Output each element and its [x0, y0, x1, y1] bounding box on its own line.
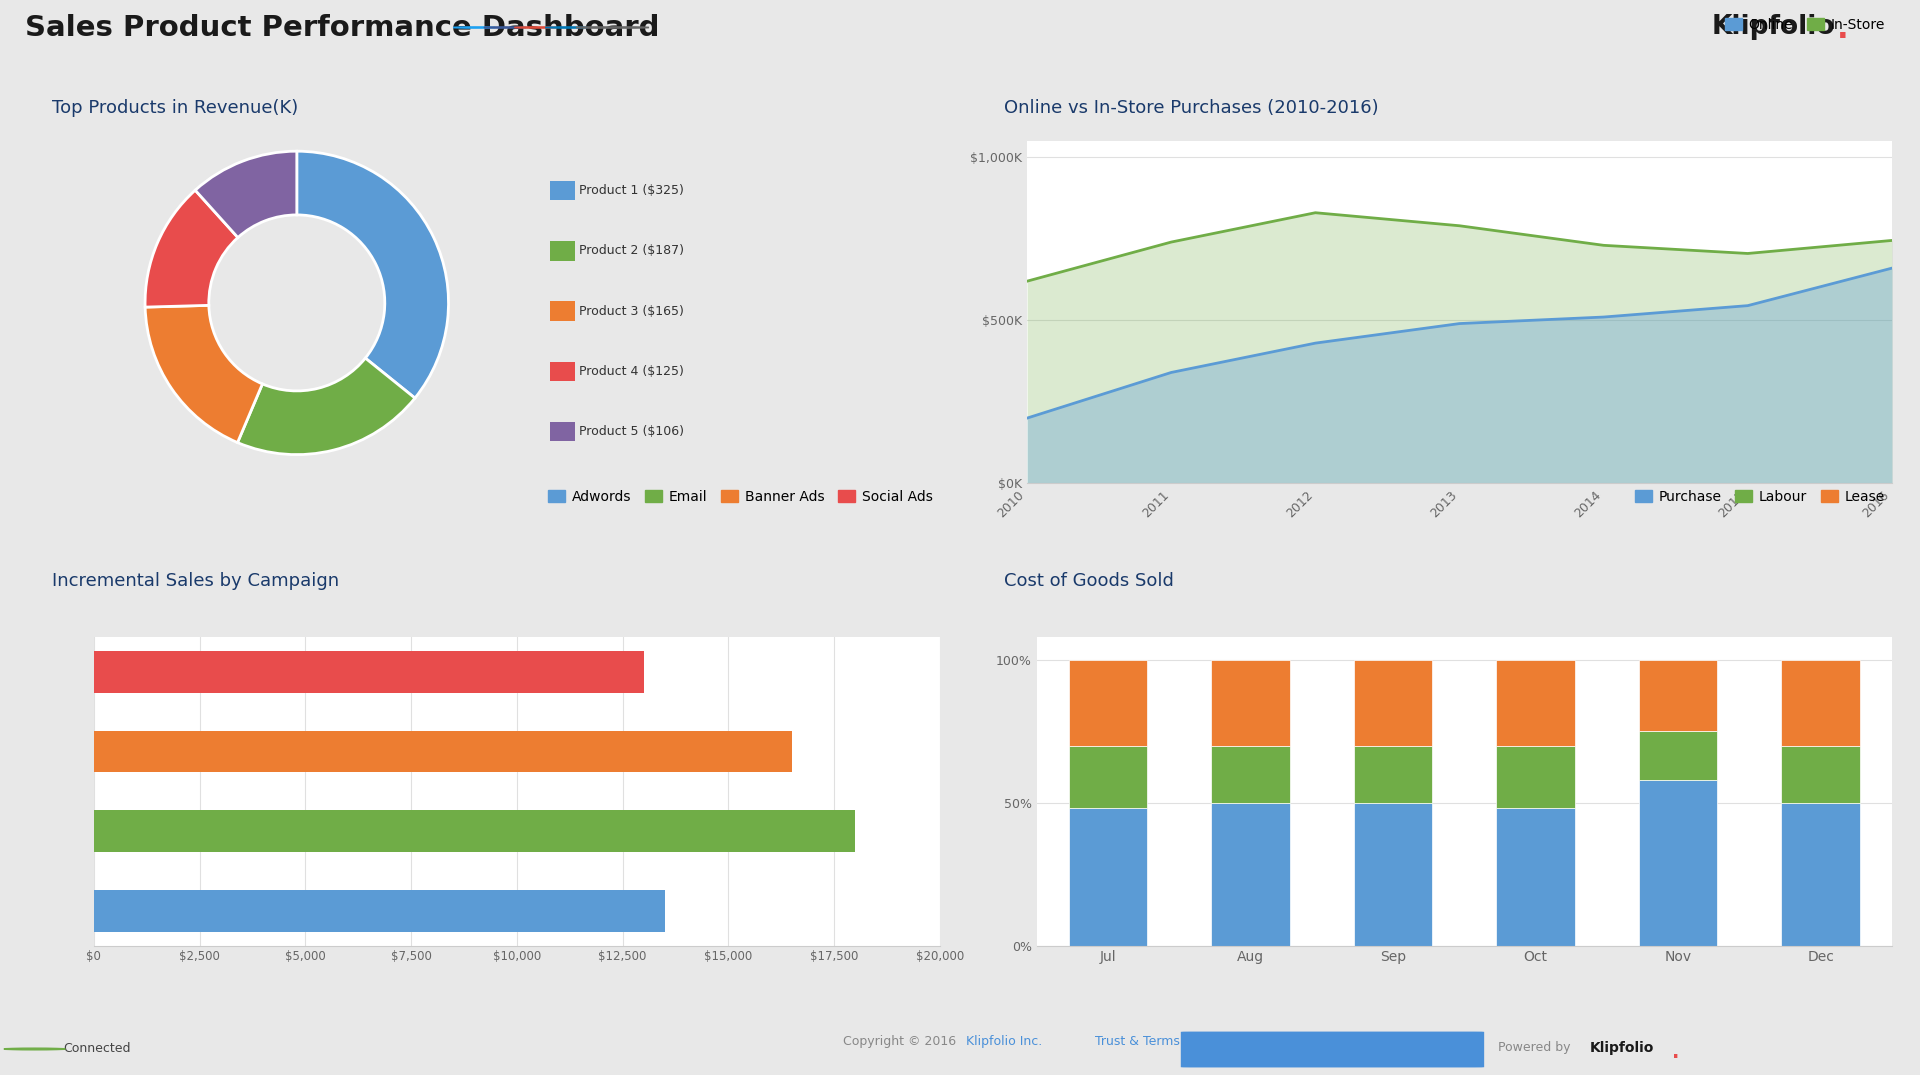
Bar: [1069, 660, 1146, 746]
Bar: [1640, 779, 1716, 946]
Bar: [1496, 660, 1574, 746]
Text: Connected: Connected: [63, 1043, 131, 1056]
Wedge shape: [298, 152, 449, 398]
Text: Product 5 ($106): Product 5 ($106): [578, 425, 684, 438]
Circle shape: [515, 27, 557, 28]
Text: .: .: [1836, 15, 1849, 44]
Circle shape: [607, 27, 649, 28]
Text: Online vs In-Store Purchases (2010-2016): Online vs In-Store Purchases (2010-2016): [1004, 99, 1379, 117]
Text: Cost of Goods Sold: Cost of Goods Sold: [1004, 572, 1173, 589]
Bar: [1069, 808, 1146, 946]
Bar: [1212, 746, 1290, 803]
Circle shape: [453, 27, 495, 28]
Text: Product 4 ($125): Product 4 ($125): [578, 364, 684, 377]
Text: Trust & Terms of Use: Trust & Terms of Use: [1087, 1035, 1223, 1048]
Legend: Purchase, Labour, Lease: Purchase, Labour, Lease: [1634, 490, 1885, 504]
Text: BUILD YOUR OWN DASHBOARDS: BUILD YOUR OWN DASHBOARDS: [1225, 1042, 1440, 1055]
Bar: [1782, 746, 1860, 803]
Bar: [94, 811, 854, 851]
Circle shape: [576, 27, 618, 28]
Wedge shape: [146, 305, 263, 443]
Text: .: .: [1672, 1043, 1680, 1062]
Bar: [1640, 731, 1716, 779]
Bar: [1354, 660, 1432, 746]
Wedge shape: [196, 152, 298, 238]
Text: Product 2 ($187): Product 2 ($187): [578, 244, 684, 257]
Bar: [1496, 746, 1574, 808]
Bar: [1354, 803, 1432, 946]
Legend: Online, In-Store: Online, In-Store: [1724, 18, 1885, 32]
Text: Top Products in Revenue(K): Top Products in Revenue(K): [52, 99, 298, 117]
Bar: [94, 651, 643, 692]
Wedge shape: [146, 190, 238, 307]
Bar: [1212, 803, 1290, 946]
Bar: [1069, 746, 1146, 808]
Text: Product 1 ($325): Product 1 ($325): [578, 184, 684, 198]
Legend: Adwords, Email, Banner Ads, Social Ads: Adwords, Email, Banner Ads, Social Ads: [549, 490, 933, 504]
Bar: [1640, 660, 1716, 731]
Text: Klipfolio: Klipfolio: [1713, 14, 1836, 41]
Bar: [1496, 808, 1574, 946]
Bar: [94, 890, 664, 932]
Bar: [1212, 660, 1290, 746]
Circle shape: [545, 27, 588, 28]
Text: Powered by: Powered by: [1498, 1042, 1571, 1055]
Text: Sales Product Performance Dashboard: Sales Product Performance Dashboard: [25, 14, 659, 42]
Bar: [1782, 803, 1860, 946]
FancyBboxPatch shape: [1181, 1032, 1484, 1067]
Circle shape: [4, 1048, 65, 1050]
Bar: [1354, 746, 1432, 803]
Text: Klipfolio Inc.: Klipfolio Inc.: [966, 1035, 1043, 1048]
Bar: [94, 731, 791, 772]
Bar: [1782, 660, 1860, 746]
Wedge shape: [238, 358, 415, 455]
Text: Copyright © 2016: Copyright © 2016: [843, 1035, 960, 1048]
Text: Incremental Sales by Campaign: Incremental Sales by Campaign: [52, 572, 338, 589]
Circle shape: [484, 27, 526, 28]
Text: Klipfolio: Klipfolio: [1590, 1041, 1655, 1055]
Text: Product 3 ($165): Product 3 ($165): [578, 304, 684, 317]
